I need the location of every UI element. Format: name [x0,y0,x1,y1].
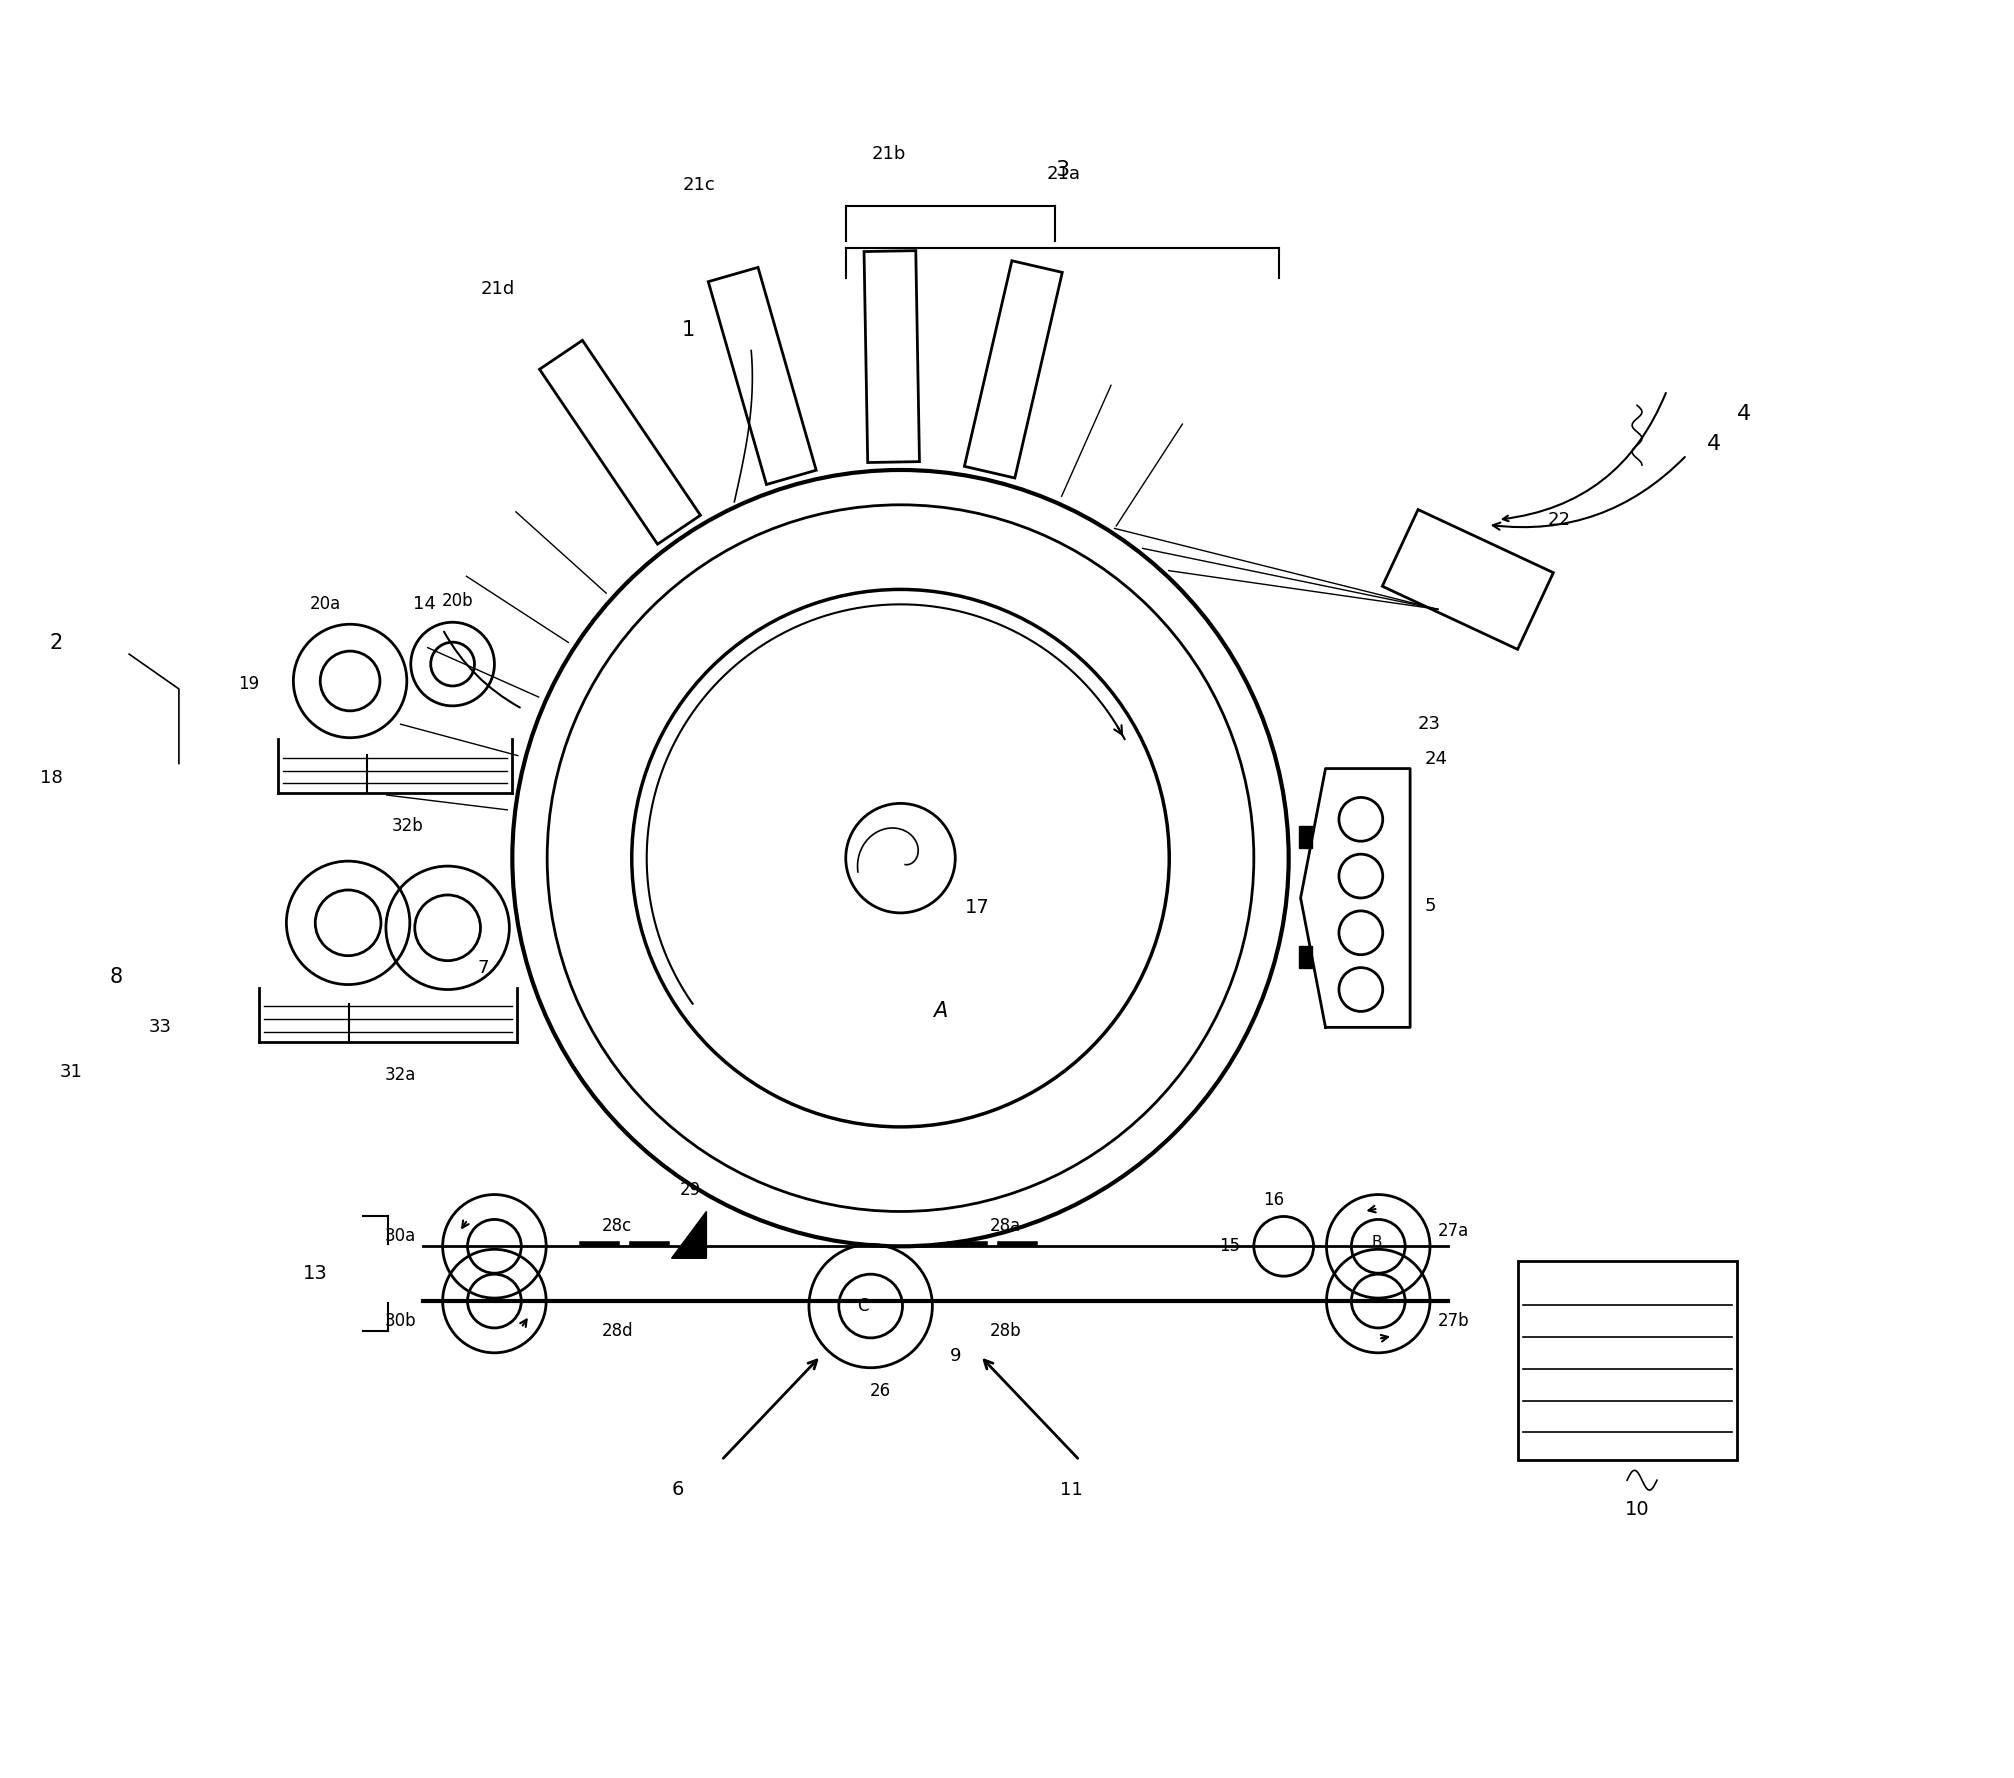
Text: 6: 6 [671,1479,685,1499]
Text: B: B [1372,1236,1382,1250]
Text: 28a: 28a [991,1218,1021,1236]
Text: 28b: 28b [991,1321,1021,1341]
Text: 4: 4 [1736,404,1750,425]
Text: 16: 16 [1263,1191,1285,1209]
Text: 7: 7 [477,958,489,976]
Text: 15: 15 [1218,1237,1241,1255]
Text: 19: 19 [238,676,260,693]
Text: 24: 24 [1426,750,1448,768]
Text: 21d: 21d [479,279,514,299]
Text: 21a: 21a [1047,165,1082,183]
Text: 5: 5 [1426,896,1436,916]
Text: 2: 2 [50,633,62,653]
Bar [1299,946,1311,967]
Text: C: C [856,1296,868,1316]
Text: 26: 26 [870,1382,890,1399]
Text: 30a: 30a [385,1227,417,1245]
Text: A: A [932,1001,947,1021]
Text: 13: 13 [304,1264,328,1284]
Text: 29: 29 [679,1181,701,1198]
Text: 8: 8 [109,967,123,987]
Text: 9: 9 [951,1346,963,1366]
Text: 31: 31 [60,1063,83,1081]
Text: 28c: 28c [602,1218,632,1236]
Text: 21c: 21c [683,176,715,194]
Text: 20a: 20a [310,596,340,613]
Text: 1: 1 [681,320,695,340]
Text: 27b: 27b [1438,1312,1470,1330]
Text: 4: 4 [1706,434,1720,453]
Text: 27a: 27a [1438,1221,1470,1241]
Text: 33: 33 [149,1019,171,1037]
Text: 21b: 21b [872,144,906,162]
Text: 20b: 20b [441,592,473,610]
Text: 28d: 28d [602,1321,634,1341]
Bar [1299,827,1311,848]
Text: 11: 11 [1059,1481,1082,1499]
Text: 32a: 32a [385,1067,417,1085]
Text: 17: 17 [965,898,991,917]
Text: 3: 3 [1055,160,1069,180]
Text: 32b: 32b [391,818,423,836]
Text: 23: 23 [1418,715,1442,733]
Bar [1519,1261,1736,1460]
Text: 14: 14 [413,596,435,613]
Text: 18: 18 [40,770,62,788]
Text: 22: 22 [1547,510,1571,528]
Text: 30b: 30b [385,1312,417,1330]
Polygon shape [671,1211,707,1259]
Text: 10: 10 [1625,1501,1649,1518]
